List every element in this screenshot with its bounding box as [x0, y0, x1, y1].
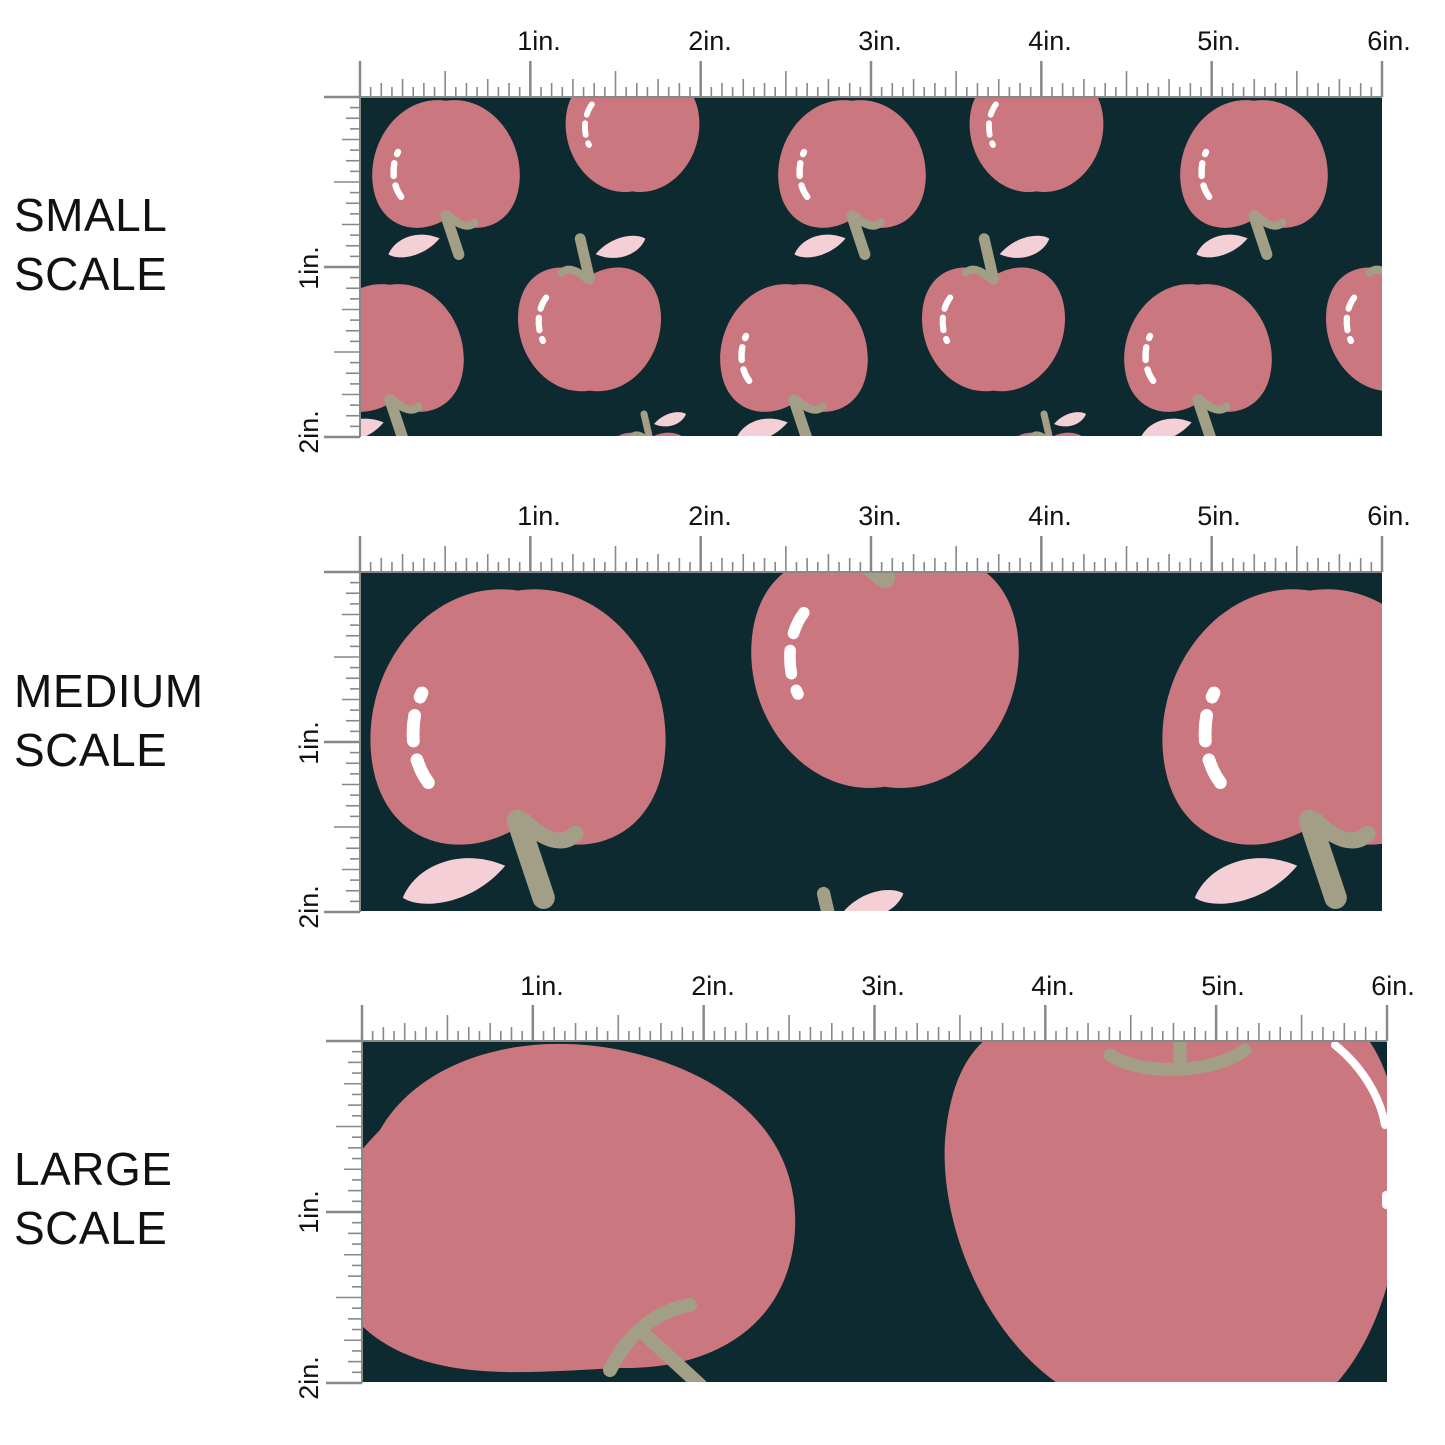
ruler-label-3in: 3in. [858, 26, 902, 56]
ruler-label-1in: 1in. [517, 501, 561, 531]
ruler-label-6in: 6in. [1367, 501, 1411, 531]
ruler-label-4in: 4in. [1028, 26, 1072, 56]
apple-icon [566, 47, 700, 192]
large-ruler [326, 1005, 1389, 1385]
large-scale-title-line1: LARGE [14, 1143, 173, 1195]
apple-icon [751, 497, 1019, 788]
large-ruler-side-labels: 1in. 2in. [294, 1190, 324, 1400]
small-ruler-side-labels: 1in. 2in. [294, 246, 324, 454]
small-scale-label: SMALL SCALE [14, 186, 167, 304]
medium-scale-swatch [360, 497, 1382, 911]
medium-scale-label: MEDIUM SCALE [14, 662, 204, 780]
small-scale-title-line1: SMALL [14, 189, 168, 241]
large-scale-swatch [361, 1041, 1387, 1382]
large-scale-title-line2: SCALE [14, 1202, 168, 1254]
small-ruler-top-labels: 1in. 2in. 3in. 4in. 5in. 6in. [517, 26, 1411, 56]
apple-icon [970, 47, 1104, 192]
large-apple-pattern [361, 1041, 1387, 1382]
ruler-label-1in: 1in. [517, 26, 561, 56]
ruler-label-1in: 1in. [520, 971, 564, 1001]
ruler-label-4in: 4in. [1031, 971, 1075, 1001]
medium-scale-title-line1: MEDIUM [14, 665, 204, 717]
ruler-label-6in: 6in. [1367, 26, 1411, 56]
ruler-label-3in: 3in. [861, 971, 905, 1001]
ruler-label-2in: 2in. [688, 26, 732, 56]
large-scale-label: LARGE SCALE [14, 1140, 172, 1258]
ruler-label-4in: 4in. [1028, 501, 1072, 531]
small-scale-swatch [360, 47, 1382, 436]
small-scale-title-line2: SCALE [14, 248, 168, 300]
medium-ruler-top-labels: 1in. 2in. 3in. 4in. 5in. 6in. [517, 501, 1411, 531]
ruler-label-2in: 2in. [691, 971, 735, 1001]
small-ruler [324, 61, 1384, 439]
side-ruler-label-2in: 2in. [294, 885, 324, 929]
medium-ruler-side-labels: 1in. 2in. [294, 721, 324, 929]
side-ruler-label-1in: 1in. [294, 721, 324, 765]
large-ruler-top-labels: 1in. 2in. 3in. 4in. 5in. 6in. [520, 971, 1415, 1001]
apple-icon [944, 1041, 1387, 1382]
ruler-label-5in: 5in. [1197, 26, 1241, 56]
apple-icon [361, 1044, 796, 1382]
ruler-label-2in: 2in. [688, 501, 732, 531]
ruler-label-5in: 5in. [1201, 971, 1245, 1001]
side-ruler-label-2in: 2in. [294, 410, 324, 454]
side-ruler-label-1in: 1in. [294, 246, 324, 290]
ruler-label-3in: 3in. [858, 501, 902, 531]
ruler-label-6in: 6in. [1371, 971, 1415, 1001]
side-ruler-label-1in: 1in. [294, 1190, 324, 1234]
side-ruler-label-2in: 2in. [294, 1356, 324, 1400]
medium-ruler [324, 536, 1384, 914]
medium-scale-title-line2: SCALE [14, 724, 168, 776]
ruler-label-5in: 5in. [1197, 501, 1241, 531]
